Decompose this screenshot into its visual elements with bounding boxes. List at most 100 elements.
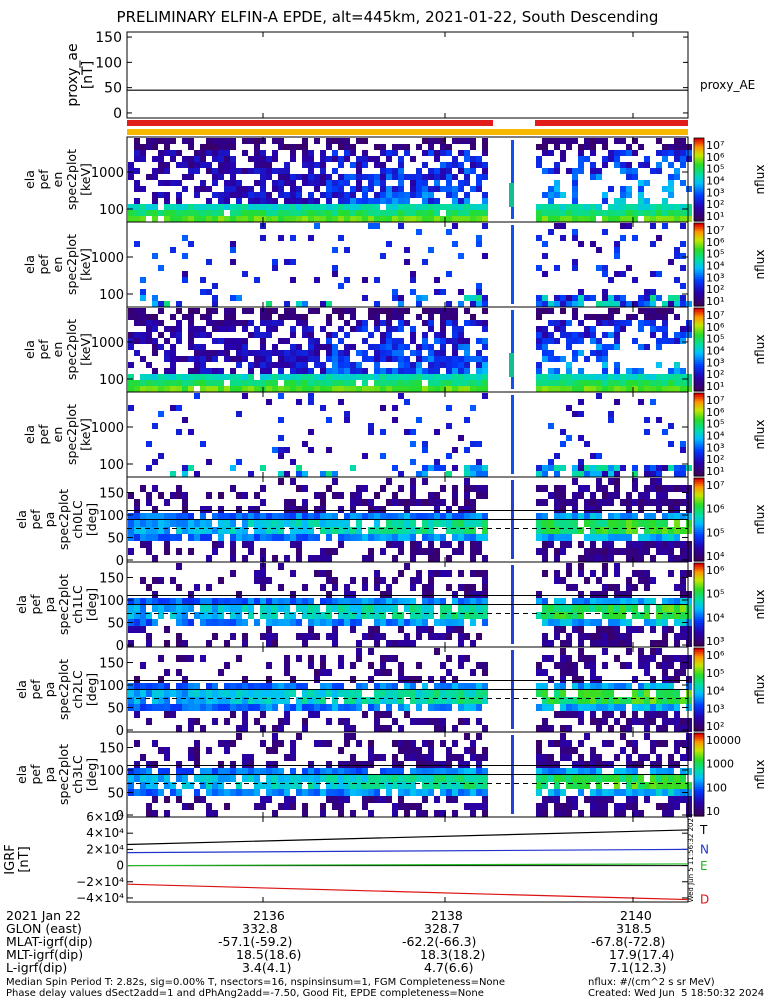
heatmap-cell [602,332,608,338]
colorbar-tick-label: 1000 [706,758,734,771]
heatmap-cell [266,534,272,541]
colorbar-segment [694,345,704,349]
heatmap-cell [152,605,158,612]
heatmap-cell [314,374,320,380]
heatmap-cell [212,633,218,640]
heatmap-cell [350,362,356,368]
heatmap-cell [332,577,338,584]
heatmap-cell [344,277,350,283]
heatmap-cell [428,555,434,562]
heatmap-cell [416,499,422,506]
heatmap-cell [272,725,278,732]
heatmap-cell [470,541,476,548]
heatmap-cell [296,380,302,386]
heatmap-cell [596,810,602,817]
heatmap-cell [578,697,584,704]
colorbar-segment [694,247,704,251]
heatmap-cell [164,326,170,332]
heatmap-cell [632,204,638,210]
heatmap-cell [464,192,470,198]
heatmap-cell [668,768,674,775]
heatmap-cell [674,541,680,548]
heatmap-cell [602,683,608,690]
heatmap-cell [470,619,476,626]
heatmap-cell [680,138,686,144]
heatmap-cell [368,506,374,513]
heatmap-cell [188,704,194,711]
heatmap-cell [446,555,452,562]
heatmap-cell [626,640,632,647]
heatmap-cell [668,534,674,541]
heatmap-cell [542,253,548,259]
heatmap-cell [188,216,194,222]
heatmap-cell [230,338,236,344]
heatmap-cell [674,253,680,259]
heatmap-cell [236,789,242,796]
heatmap-cell [134,380,140,386]
heatmap-cell [290,754,296,761]
heatmap-cell [212,527,218,534]
heatmap-cell [476,513,482,520]
heatmap-cell [350,314,356,320]
colorbar-segment [694,295,704,299]
heatmap-cell [176,669,182,676]
heatmap-cell [614,247,620,253]
heatmap-cell [326,144,332,150]
heatmap-cell [668,368,674,374]
heatmap-cell [686,485,692,492]
heatmap-cell [596,301,602,307]
heatmap-cell [302,690,308,697]
heatmap-cell [650,768,656,775]
colorbar-segment [694,357,704,361]
heatmap-cell [416,754,422,761]
heatmap-cell [302,471,308,477]
heatmap-cell [632,374,638,380]
heatmap-cell [476,320,482,326]
heatmap-cell [284,520,290,527]
heatmap-cell [680,471,686,477]
series-label: proxy_AE [700,78,755,92]
colorbar-segment [694,158,704,162]
heatmap-cell [614,598,620,605]
heatmap-cell [260,683,266,690]
heatmap-cell [590,803,596,810]
heatmap-cell [338,216,344,222]
heatmap-cell [182,655,188,662]
heatmap-cell [584,683,590,690]
colorbar-tick-label: 10⁷ [706,479,724,492]
heatmap-cell [302,174,308,180]
heatmap-cell [686,747,692,754]
heatmap-cell [566,362,572,368]
heatmap-cell [440,725,446,732]
heatmap-cell [464,180,470,186]
heatmap-cell [590,761,596,768]
heatmap-cell [206,775,212,782]
heatmap-cell [548,423,554,429]
heatmap-cell [182,690,188,697]
colorbar-segment [694,395,704,398]
heatmap-cell [140,789,146,796]
heatmap-cell [218,216,224,222]
heatmap-cell [656,374,662,380]
heatmap-cell [566,775,572,782]
heatmap-cell [398,192,404,198]
heatmap-cell [680,513,686,520]
colorbar-tick-label: 10⁵ [706,333,724,346]
y-axis-label: spec2plot [56,744,71,805]
heatmap-cell [182,803,188,810]
heatmap-cell [332,204,338,210]
heatmap-cell [686,374,692,380]
heatmap-cell [392,204,398,210]
ephem-value: 318.5 [616,921,652,936]
heatmap-cell [320,662,326,669]
heatmap-cell [266,683,272,690]
heatmap-cell [350,676,356,683]
heatmap-cell [458,662,464,669]
heatmap-cell [440,356,446,362]
heatmap-cell [536,162,542,168]
heatmap-cell [452,198,458,204]
heatmap-cell [644,733,650,740]
heatmap-cell [632,277,638,283]
heatmap-cell [362,796,368,803]
heatmap-cell [542,669,548,676]
